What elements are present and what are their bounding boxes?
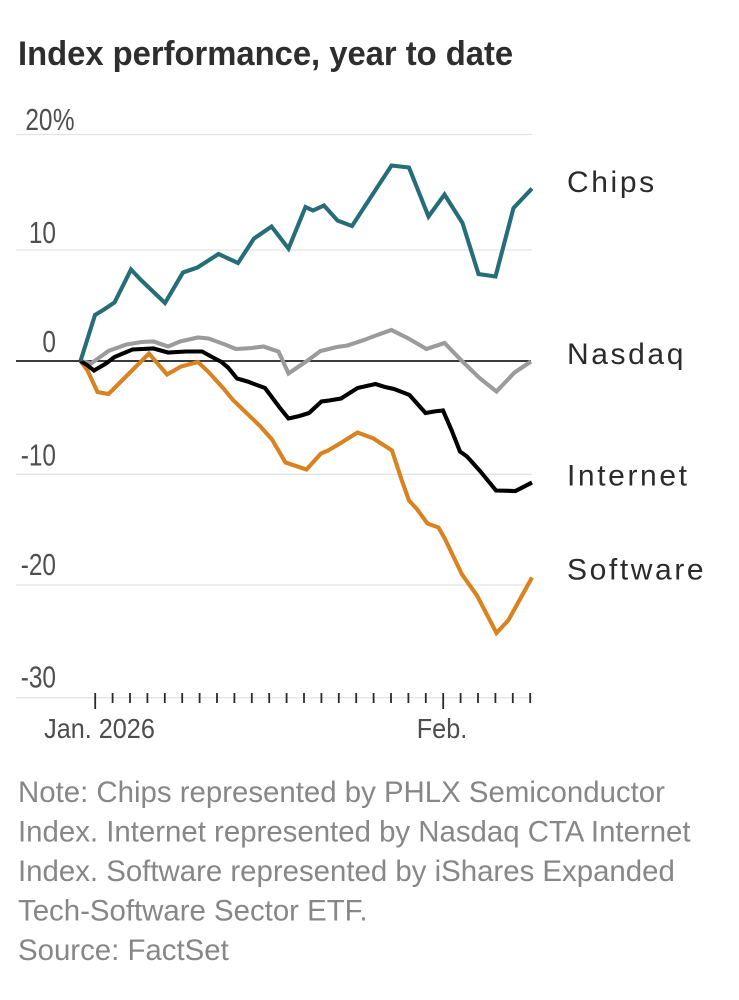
svg-text:-30: -30 bbox=[21, 660, 56, 694]
svg-text:Index performance, year to dat: Index performance, year to date bbox=[18, 35, 513, 73]
svg-text:10: 10 bbox=[29, 215, 56, 249]
svg-text:%: % bbox=[53, 102, 75, 136]
svg-text:Software: Software bbox=[567, 554, 706, 587]
svg-text:Note: Chips represented by PHL: Note: Chips represented by PHLX Semicond… bbox=[18, 776, 665, 809]
svg-text:Feb.: Feb. bbox=[417, 713, 467, 745]
svg-text:20: 20 bbox=[25, 102, 52, 136]
svg-text:Index. Software represented by: Index. Software represented by iShares E… bbox=[18, 855, 675, 888]
svg-text:Nasdaq: Nasdaq bbox=[567, 338, 686, 371]
svg-text:Tech-Software Sector ETF.: Tech-Software Sector ETF. bbox=[18, 895, 368, 928]
svg-text:Internet: Internet bbox=[567, 460, 690, 493]
svg-text:-10: -10 bbox=[21, 438, 56, 472]
svg-text:Index. Internet represented by: Index. Internet represented by Nasdaq CT… bbox=[18, 816, 691, 849]
svg-text:Jan. 2026: Jan. 2026 bbox=[44, 713, 155, 745]
svg-text:-20: -20 bbox=[21, 547, 56, 581]
svg-text:Source: FactSet: Source: FactSet bbox=[18, 934, 229, 967]
svg-text:Chips: Chips bbox=[567, 166, 657, 199]
svg-text:0: 0 bbox=[42, 324, 56, 358]
